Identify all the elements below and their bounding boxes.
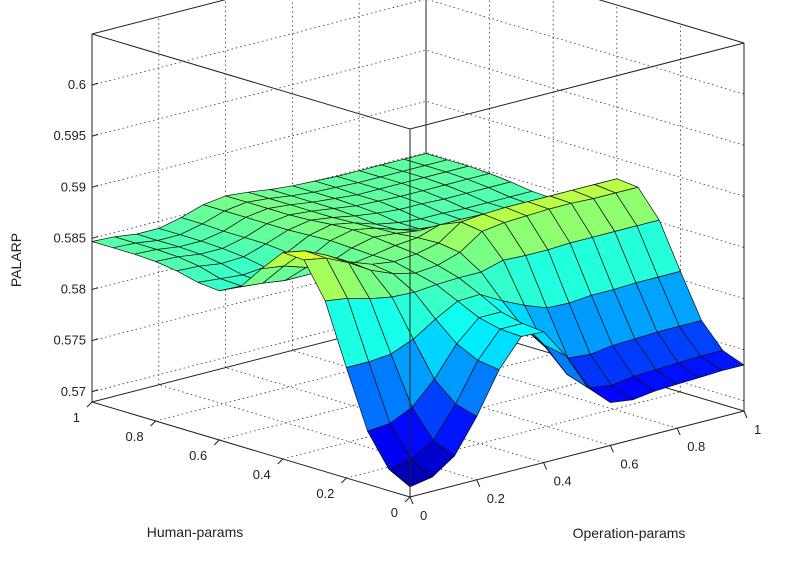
- y-tick-label: 0.8: [126, 429, 144, 444]
- y-tick-label: 0.4: [253, 467, 271, 482]
- y-tick-label: 0.2: [316, 486, 334, 501]
- surface-patch: [388, 459, 433, 488]
- y-tick-label: 1: [73, 410, 80, 425]
- surface: [91, 153, 745, 488]
- z-tick-label: 0.595: [53, 128, 86, 143]
- x-tick-label: 1: [754, 422, 761, 437]
- floor-grid-line: [225, 367, 544, 463]
- x-tick-mark: [609, 445, 614, 453]
- floor-grid-line: [359, 332, 678, 429]
- z-axis-label: PALARP: [8, 233, 24, 287]
- y-tick-mark: [86, 401, 93, 408]
- x-tick-mark: [543, 462, 548, 470]
- floor-grid-line: [346, 391, 681, 479]
- front-top-edge: [91, 33, 745, 130]
- y-tick-label: 0: [391, 505, 398, 520]
- z-tick-label: 0.575: [53, 333, 86, 348]
- y-tick-mark: [277, 458, 284, 465]
- floor-grid-line: [292, 350, 611, 446]
- x-tick-mark: [676, 428, 681, 436]
- x-tick-mark: [743, 410, 748, 419]
- x-tick-label: 0.4: [554, 474, 572, 489]
- z-tick-label: 0.585: [53, 230, 86, 245]
- x-axis-label: Operation-params: [573, 525, 686, 541]
- z-tick-label: 0.57: [61, 384, 86, 399]
- x-axis-line: [409, 410, 745, 498]
- x-tick-label: 0: [420, 508, 427, 523]
- z-tick-mark: [91, 82, 99, 86]
- y-tick-mark: [341, 477, 347, 484]
- x-tick-label: 0.2: [487, 491, 505, 506]
- back-top-edge: [91, 0, 745, 44]
- axes-front-box: [91, 33, 745, 498]
- z-tick-mark: [91, 338, 99, 342]
- z-tick-mark: [91, 184, 99, 188]
- z-tick-label: 0.6: [68, 77, 86, 92]
- y-tick-mark: [150, 420, 156, 427]
- y-tick-mark: [213, 439, 220, 446]
- x-tick-mark: [409, 496, 414, 505]
- y-tick-label: 0.6: [189, 448, 207, 463]
- y-axis-label: Human-params: [147, 524, 243, 540]
- tick-labels: 0 0.2 0.4 0.6 0.8 1 0 0.2 0.4 0.6 0.8 1 0.57 0.575 0.5…: [53, 77, 761, 523]
- x-tick-label: 0.8: [687, 439, 705, 454]
- wall-grid-line: [91, 49, 745, 146]
- z-tick-mark: [91, 287, 99, 291]
- z-tick-mark: [91, 389, 99, 393]
- y-axis-line: [91, 401, 411, 498]
- y-tick-mark: [404, 496, 411, 503]
- x-tick-label: 0.6: [620, 456, 638, 471]
- x-tick-mark: [476, 479, 481, 487]
- z-tick-label: 0.58: [61, 282, 86, 297]
- z-tick-label: 0.59: [61, 179, 86, 194]
- z-tick-mark: [91, 133, 99, 137]
- z-tick-mark: [91, 235, 99, 239]
- floor-grid-line: [155, 334, 490, 422]
